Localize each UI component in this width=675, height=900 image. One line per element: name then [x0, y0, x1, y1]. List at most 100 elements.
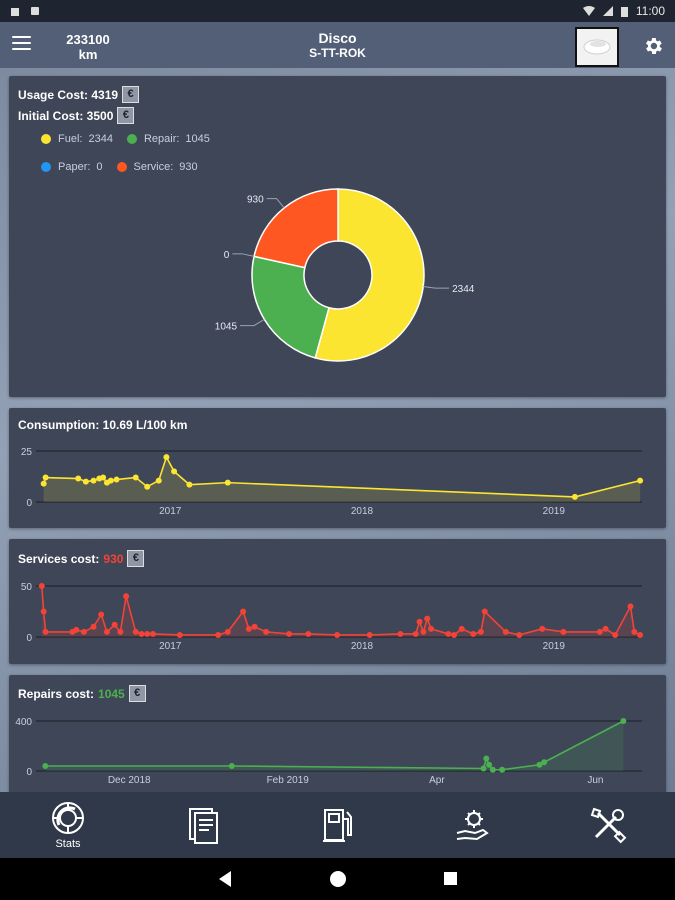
nav-documents[interactable] — [158, 792, 248, 858]
usage-currency-button[interactable]: € — [122, 86, 140, 103]
services-data-point — [424, 615, 431, 622]
services-data-point — [80, 628, 87, 635]
donut-leader-service — [266, 198, 285, 209]
services-data-point — [458, 625, 465, 632]
system-navigation-bar — [0, 858, 675, 900]
back-icon[interactable] — [219, 871, 231, 887]
consumption-data-point — [132, 474, 139, 481]
signal-icon — [602, 6, 613, 16]
repairs-value: 1045 — [98, 686, 125, 701]
app-bar: 233100 km Disco S-TT-ROK — [0, 22, 675, 68]
donut-leader-fuel — [423, 286, 450, 289]
services-card: Services cost: 930 € 0 50 2017 2018 2019 — [9, 539, 666, 664]
battery-icon — [620, 6, 628, 17]
repairs-y-tick-label: 0 — [26, 767, 32, 778]
repairs-header: Repairs cost: 1045 € — [18, 685, 146, 702]
usage-cost-header: Usage Cost: 4319 € — [18, 86, 140, 103]
services-data-point — [245, 625, 252, 632]
consumption-data-point — [40, 480, 47, 487]
services-data-point — [596, 628, 603, 635]
consumption-title: Consumption: 10.69 L/100 km — [18, 418, 188, 432]
settings-gear-icon[interactable] — [642, 35, 664, 57]
services-data-point — [305, 630, 312, 637]
odometer: 233100 km — [58, 32, 118, 62]
services-title: Services cost: — [18, 551, 100, 566]
services-data-point — [637, 631, 644, 638]
services-data-point — [445, 630, 452, 637]
services-x-tick-label: 2019 — [543, 641, 566, 652]
repairs-data-point — [42, 763, 49, 769]
consumption-data-point — [171, 468, 178, 475]
repairs-x-tick-label: Dec 2018 — [108, 775, 151, 786]
services-y-tick-label: 0 — [26, 633, 32, 644]
services-data-point — [215, 631, 222, 638]
legend-fuel-dot — [41, 134, 51, 144]
home-icon[interactable] — [330, 871, 346, 887]
consumption-y-tick-label: 0 — [26, 498, 32, 509]
services-data-point — [481, 608, 488, 615]
legend-paper-label: Paper: — [58, 161, 91, 173]
services-currency-button[interactable]: € — [127, 550, 145, 567]
legend-item-repair: Repair: 1045 — [126, 133, 210, 145]
consumption-x-tick-label: 2019 — [543, 506, 566, 517]
services-data-point — [263, 628, 270, 635]
services-data-point — [539, 625, 546, 632]
recents-icon[interactable] — [444, 872, 457, 885]
donut-leader-repair — [240, 318, 265, 327]
initial-cost-header: Initial Cost: 3500 € — [18, 107, 135, 124]
repairs-series-line — [45, 720, 624, 771]
services-value: 930 — [103, 551, 124, 566]
services-data-point — [123, 593, 130, 600]
services-data-point — [470, 630, 477, 637]
repairs-currency-button[interactable]: € — [128, 685, 146, 702]
stats-content[interactable]: Usage Cost: 4319 € Initial Cost: 3500 € … — [0, 68, 675, 792]
odometer-value: 233100 — [66, 32, 110, 47]
legend-fuel-value: 2344 — [88, 133, 113, 145]
services-data-point — [420, 628, 427, 635]
services-data-point — [560, 628, 567, 635]
legend-service-value: 930 — [179, 161, 198, 173]
services-data-point — [149, 630, 156, 637]
nav-stats[interactable]: Stats — [23, 792, 113, 858]
repairs-y-tick-label: 400 — [15, 717, 32, 728]
repairs-title: Repairs cost: — [18, 686, 95, 701]
services-data-point — [117, 628, 124, 635]
services-data-point — [132, 628, 139, 635]
repairs-data-point — [486, 761, 493, 768]
vehicle-photo[interactable] — [575, 27, 619, 67]
services-data-point — [98, 611, 105, 618]
services-data-point — [176, 631, 183, 638]
odometer-unit: km — [78, 47, 98, 62]
legend-row-2: Paper: 0 Service: 930 — [41, 161, 212, 173]
consumption-area — [43, 457, 641, 502]
consumption-data-point — [90, 477, 97, 484]
donut-leader-paper — [232, 253, 255, 257]
donut-label-repair: 1045 — [215, 322, 238, 333]
services-data-point — [502, 628, 509, 635]
consumption-data-point — [163, 454, 170, 461]
consumption-data-point — [186, 481, 193, 488]
consumption-data-point — [75, 475, 82, 482]
notification-bag-icon — [11, 8, 19, 16]
services-data-point — [240, 608, 247, 615]
services-data-point — [334, 631, 341, 638]
services-data-point — [397, 630, 404, 637]
services-data-point — [602, 625, 609, 632]
nav-repairs[interactable] — [563, 792, 653, 858]
nav-fuel[interactable] — [293, 792, 383, 858]
services-data-point — [40, 608, 47, 615]
repairs-x-tick-label: Jun — [587, 775, 603, 786]
menu-icon[interactable] — [12, 36, 31, 50]
services-data-point — [38, 583, 45, 589]
documents-icon — [189, 808, 218, 844]
initial-currency-button[interactable]: € — [117, 107, 135, 124]
consumption-data-point — [107, 477, 114, 484]
nav-service[interactable] — [428, 792, 518, 858]
vehicle-photo-image — [577, 29, 617, 65]
services-data-point — [366, 631, 373, 638]
legend-service-label: Service: — [133, 161, 174, 173]
repairs-data-point — [541, 759, 548, 766]
initial-cost-label: Initial Cost: 3500 — [18, 108, 114, 123]
repairs-data-point — [536, 761, 543, 768]
services-data-point — [251, 623, 258, 630]
